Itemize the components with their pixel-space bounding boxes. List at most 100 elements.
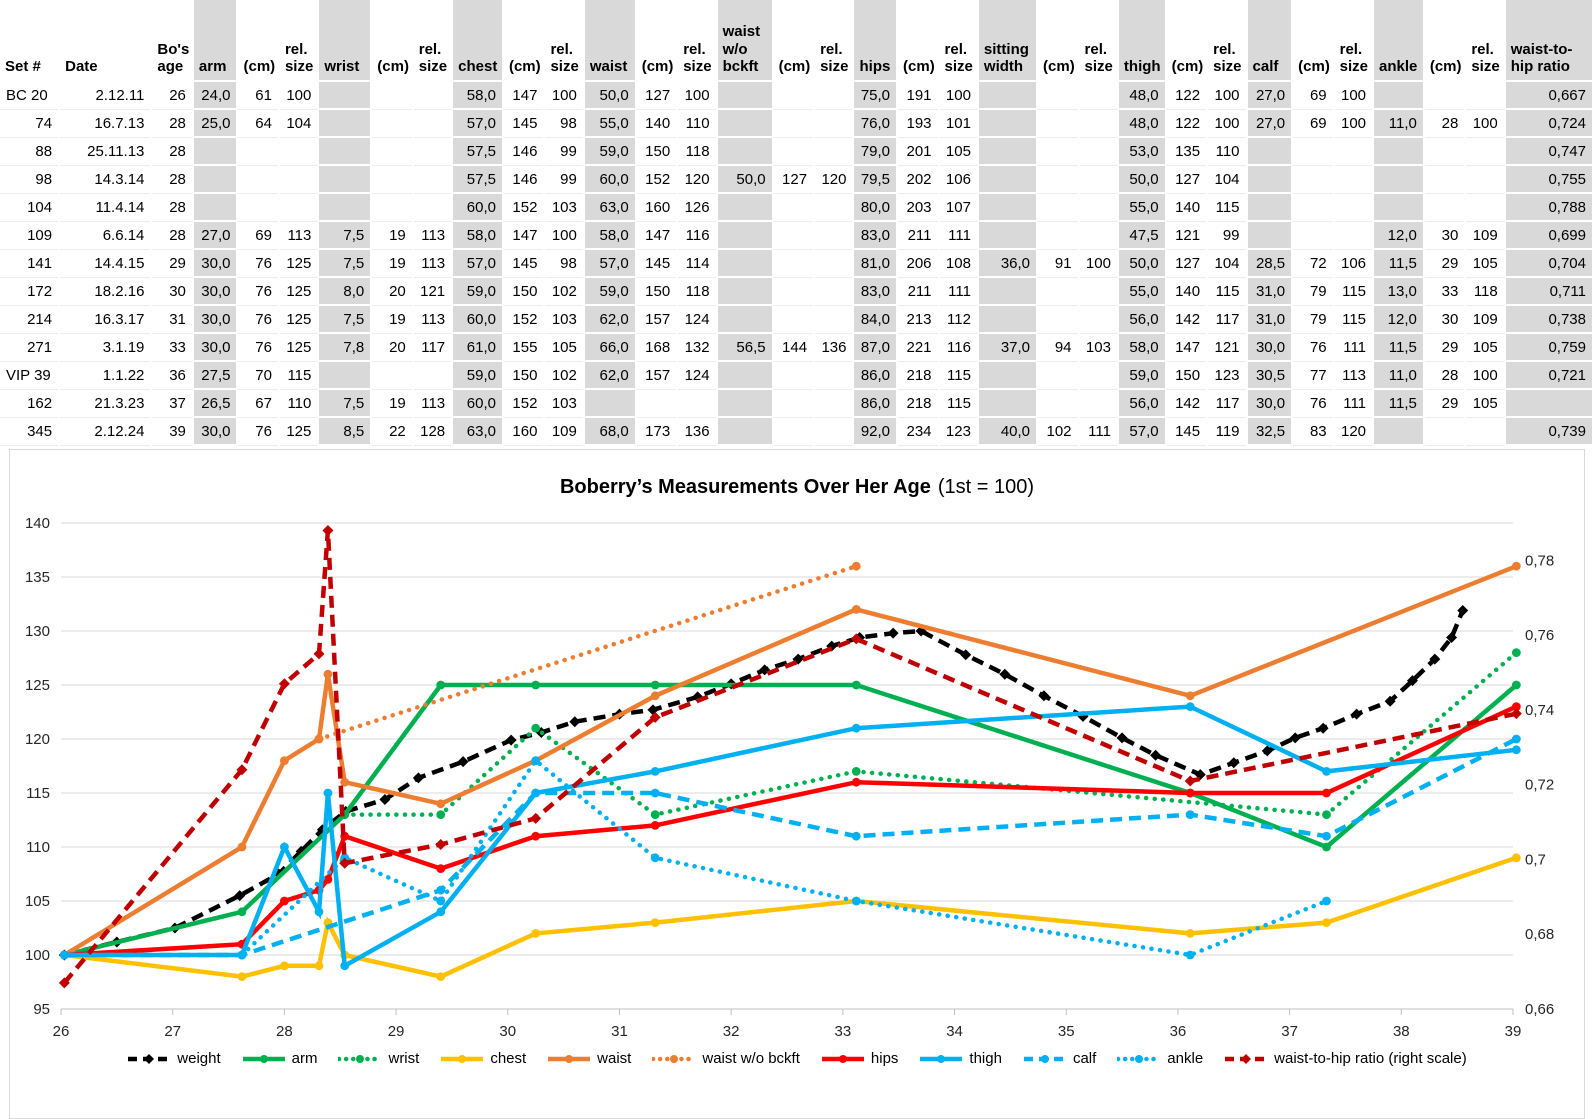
table-cell[interactable]: 83,0	[853, 221, 899, 250]
table-cell[interactable]: 152	[502, 389, 546, 418]
table-cell[interactable]: 60,0	[452, 193, 504, 222]
table-cell[interactable]: 14.3.14	[59, 165, 153, 194]
table-cell[interactable]	[1078, 137, 1119, 166]
table-cell[interactable]: 98	[544, 109, 585, 138]
column-header[interactable]: Bo's age	[151, 0, 194, 82]
table-cell[interactable]	[1423, 81, 1467, 110]
table-cell[interactable]: 80,0	[853, 193, 899, 222]
table-cell[interactable]: 76	[237, 277, 280, 306]
table-cell[interactable]: 79,0	[853, 137, 899, 166]
table-cell[interactable]	[1037, 193, 1080, 222]
table-cell[interactable]: 30,0	[192, 417, 239, 446]
table-cell[interactable]	[192, 165, 239, 194]
table-cell[interactable]: 118	[677, 277, 718, 306]
table-cell[interactable]: 33	[151, 333, 194, 362]
table-cell[interactable]: 160	[635, 193, 679, 222]
table-cell[interactable]: 0,704	[1504, 249, 1594, 278]
table-cell[interactable]: 107	[938, 193, 979, 222]
column-header[interactable]: rel. size	[278, 0, 320, 82]
table-cell[interactable]: 213	[897, 305, 940, 334]
legend-item[interactable]: weight	[127, 1050, 221, 1067]
column-header[interactable]: rel. size	[1333, 0, 1375, 82]
table-cell[interactable]: 140	[1165, 193, 1209, 222]
table-cell[interactable]: 218	[897, 389, 940, 418]
table-cell[interactable]	[1037, 221, 1080, 250]
table-cell[interactable]: 172	[0, 277, 61, 306]
table-cell[interactable]: 157	[635, 305, 679, 334]
table-cell[interactable]	[1465, 137, 1506, 166]
table-cell[interactable]: 69	[1292, 109, 1335, 138]
table-cell[interactable]: 104	[0, 193, 61, 222]
table-cell[interactable]: 30	[151, 277, 194, 306]
table-cell[interactable]: 115	[278, 361, 320, 390]
legend-item[interactable]: waist w/o bckft	[652, 1050, 800, 1067]
table-cell[interactable]: 145	[502, 249, 546, 278]
table-cell[interactable]: 56,5	[716, 333, 774, 362]
table-cell[interactable]	[1078, 361, 1119, 390]
table-cell[interactable]: 105	[1465, 389, 1506, 418]
table-cell[interactable]: 11,5	[1373, 389, 1425, 418]
table-cell[interactable]: 145	[635, 249, 679, 278]
column-header[interactable]: Date	[59, 0, 153, 82]
table-cell[interactable]: 162	[0, 389, 61, 418]
table-cell[interactable]: 60,0	[583, 165, 637, 194]
table-cell[interactable]: 125	[278, 333, 320, 362]
table-cell[interactable]: 141	[0, 249, 61, 278]
table-cell[interactable]: 100	[677, 81, 718, 110]
table-cell[interactable]: 58,0	[1117, 333, 1167, 362]
table-cell[interactable]	[1078, 221, 1119, 250]
table-cell[interactable]	[371, 193, 414, 222]
table-cell[interactable]	[772, 193, 816, 222]
table-cell[interactable]: 88	[0, 137, 61, 166]
table-cell[interactable]	[1423, 165, 1467, 194]
table-cell[interactable]	[772, 277, 816, 306]
table-cell[interactable]: 0,699	[1504, 221, 1594, 250]
table-cell[interactable]: 115	[1333, 277, 1375, 306]
table-cell[interactable]: 128	[412, 417, 454, 446]
table-cell[interactable]: 121	[1207, 333, 1248, 362]
table-cell[interactable]: 76	[237, 417, 280, 446]
table-cell[interactable]: 55,0	[1117, 277, 1167, 306]
table-cell[interactable]: 57,0	[1117, 417, 1167, 446]
table-cell[interactable]: 124	[677, 305, 718, 334]
column-header[interactable]: Set #	[0, 0, 61, 82]
table-cell[interactable]: 173	[635, 417, 679, 446]
table-cell[interactable]	[772, 389, 816, 418]
table-cell[interactable]	[814, 417, 855, 446]
table-cell[interactable]	[1465, 417, 1506, 446]
column-header[interactable]: calf	[1246, 0, 1294, 82]
table-cell[interactable]	[1078, 109, 1119, 138]
table-cell[interactable]	[1465, 165, 1506, 194]
table-cell[interactable]: 103	[1078, 333, 1119, 362]
table-cell[interactable]: 26	[151, 81, 194, 110]
column-header[interactable]: (cm)	[1423, 0, 1467, 82]
table-cell[interactable]: 109	[0, 221, 61, 250]
table-cell[interactable]	[1333, 221, 1375, 250]
table-cell[interactable]: 77	[1292, 361, 1335, 390]
table-cell[interactable]	[412, 137, 454, 166]
table-cell[interactable]	[772, 249, 816, 278]
table-cell[interactable]: 91	[1037, 249, 1080, 278]
table-cell[interactable]: 104	[1207, 249, 1248, 278]
column-header[interactable]: ankle	[1373, 0, 1425, 82]
table-cell[interactable]	[1333, 193, 1375, 222]
table-cell[interactable]: 67	[237, 389, 280, 418]
table-cell[interactable]	[977, 389, 1039, 418]
table-cell[interactable]: 206	[897, 249, 940, 278]
table-cell[interactable]: 111	[938, 221, 979, 250]
table-cell[interactable]: 55,0	[1117, 193, 1167, 222]
table-cell[interactable]: 168	[635, 333, 679, 362]
table-cell[interactable]: 48,0	[1117, 109, 1167, 138]
table-cell[interactable]: 100	[278, 81, 320, 110]
table-cell[interactable]: 142	[1165, 389, 1209, 418]
column-header[interactable]: (cm)	[635, 0, 679, 82]
table-cell[interactable]	[1373, 193, 1425, 222]
table-cell[interactable]: 75,0	[853, 81, 899, 110]
table-cell[interactable]: 147	[635, 221, 679, 250]
table-cell[interactable]: 76	[237, 249, 280, 278]
table-cell[interactable]: 27,5	[192, 361, 239, 390]
table-cell[interactable]: 103	[544, 305, 585, 334]
table-cell[interactable]: 16.3.17	[59, 305, 153, 334]
table-cell[interactable]: 32,5	[1246, 417, 1294, 446]
table-cell[interactable]: 2.12.11	[59, 81, 153, 110]
